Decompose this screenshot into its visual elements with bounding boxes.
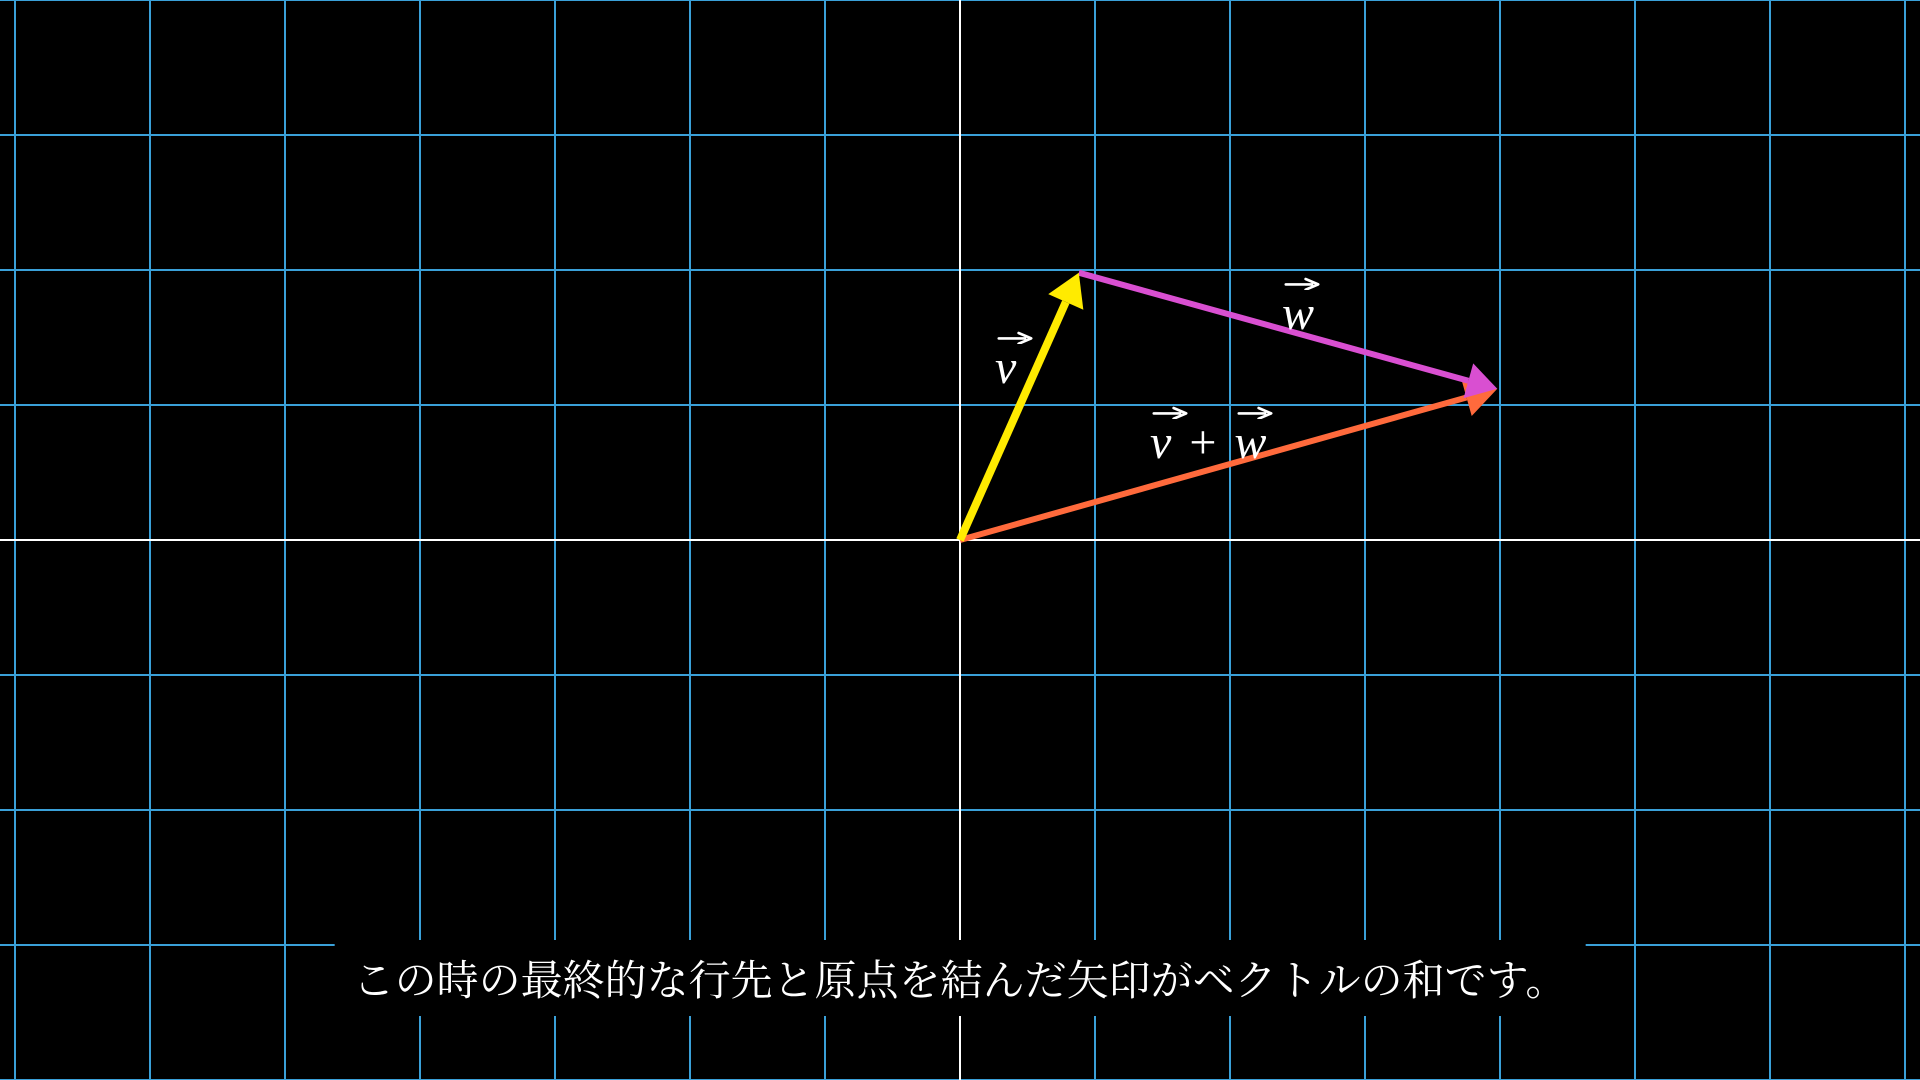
diagram-stage: v w v + w この時の最終的な行先と原点を結んだ矢印がベクトルの和です。 <box>0 0 1920 1080</box>
caption-text: この時の最終的な行先と原点を結んだ矢印がベクトルの和です。 <box>335 940 1586 1016</box>
vector-diagram-svg <box>0 0 1920 1080</box>
